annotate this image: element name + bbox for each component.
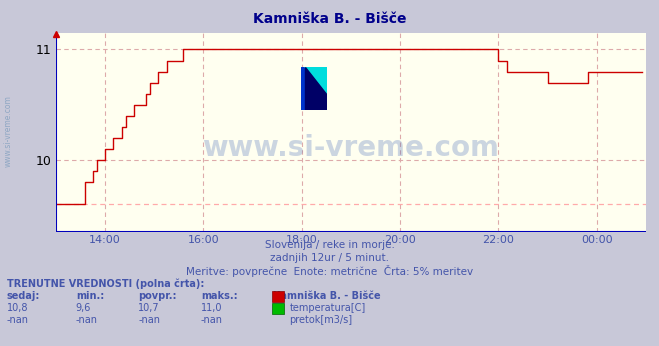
Text: -nan: -nan <box>7 315 28 325</box>
Text: sedaj:: sedaj: <box>7 291 40 301</box>
Text: TRENUTNE VREDNOSTI (polna črta):: TRENUTNE VREDNOSTI (polna črta): <box>7 279 204 289</box>
Text: 11,0: 11,0 <box>201 303 223 313</box>
Text: Slovenija / reke in morje.: Slovenija / reke in morje. <box>264 240 395 251</box>
Text: 10,7: 10,7 <box>138 303 160 313</box>
Text: Kamniška B. - Bišče: Kamniška B. - Bišče <box>273 291 381 301</box>
Text: temperatura[C]: temperatura[C] <box>289 303 366 313</box>
Text: -nan: -nan <box>76 315 98 325</box>
Text: 10,8: 10,8 <box>7 303 28 313</box>
Text: www.si-vreme.com: www.si-vreme.com <box>202 134 500 162</box>
Text: pretok[m3/s]: pretok[m3/s] <box>289 315 353 325</box>
Text: -nan: -nan <box>138 315 160 325</box>
Text: povpr.:: povpr.: <box>138 291 177 301</box>
Text: Kamniška B. - Bišče: Kamniška B. - Bišče <box>253 12 406 26</box>
Text: Meritve: povprečne  Enote: metrične  Črta: 5% meritev: Meritve: povprečne Enote: metrične Črta:… <box>186 265 473 277</box>
Text: maks.:: maks.: <box>201 291 238 301</box>
Text: www.si-vreme.com: www.si-vreme.com <box>4 95 13 167</box>
Text: 9,6: 9,6 <box>76 303 91 313</box>
Text: zadnjih 12ur / 5 minut.: zadnjih 12ur / 5 minut. <box>270 253 389 263</box>
Text: min.:: min.: <box>76 291 104 301</box>
Text: -nan: -nan <box>201 315 223 325</box>
